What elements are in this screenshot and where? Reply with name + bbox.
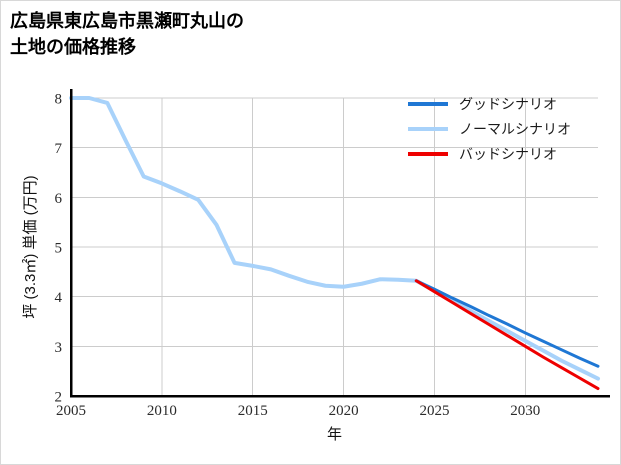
legend-label-normal: ノーマルシナリオ [459, 121, 571, 137]
series-line-good [414, 279, 600, 368]
x-tick-label: 2015 [238, 403, 268, 419]
legend-label-good: グッドシナリオ [459, 96, 557, 112]
x-tick-label: 2010 [147, 403, 177, 419]
series-line-bad [414, 279, 600, 391]
y-axis-tick-labels: 2 3 4 5 6 7 8 [55, 92, 63, 406]
y-tick-label: 6 [55, 191, 63, 207]
x-tick-label: 2005 [56, 403, 86, 419]
y-tick-label: 7 [55, 141, 63, 157]
y-tick-label: 3 [55, 340, 63, 356]
axis-titles: 年 坪 (3.3㎡) 単価 (万円) [22, 175, 342, 443]
y-tick-label: 5 [55, 241, 63, 257]
series-line-normal [69, 96, 600, 381]
y-axis-title: 坪 (3.3㎡) 単価 (万円) [22, 175, 39, 318]
gridlines [70, 97, 598, 397]
x-axis-tick-labels: 2005 2010 2015 2020 2025 2030 [56, 403, 540, 419]
y-tick-label: 8 [55, 92, 63, 108]
page-title: 広島県東広島市黒瀬町丸山の 土地の価格推移 [10, 11, 244, 57]
x-tick-label: 2025 [419, 403, 449, 419]
data-series [69, 96, 600, 391]
x-axis-title: 年 [327, 426, 342, 443]
legend-label-bad: バッドシナリオ [459, 146, 557, 162]
y-tick-label: 4 [55, 290, 63, 306]
axis-spines [69, 89, 610, 398]
y-tick-label: 2 [55, 390, 63, 406]
x-tick-label: 2020 [329, 403, 359, 419]
x-tick-label: 2030 [510, 403, 540, 419]
